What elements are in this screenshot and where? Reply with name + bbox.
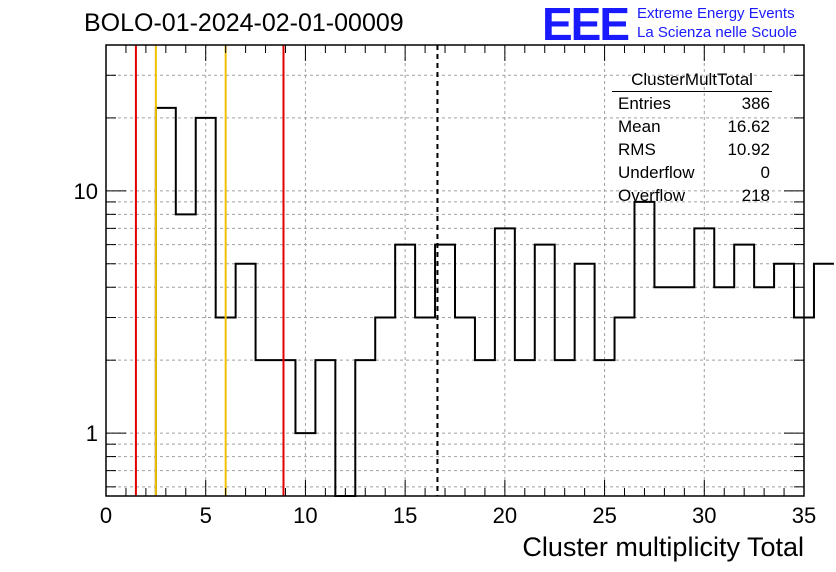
stats-label: Entries xyxy=(618,94,671,113)
logo-text-line2: La Scienza nelle Scuole xyxy=(637,24,798,41)
x-tick-label: 5 xyxy=(200,503,212,528)
stats-value: 386 xyxy=(741,94,770,113)
stats-row-mean: Mean 16.62 xyxy=(612,115,772,138)
stats-label: Underflow xyxy=(618,163,695,182)
stats-row-rms: RMS 10.92 xyxy=(612,138,772,161)
stats-value: 16.62 xyxy=(727,117,770,136)
plot-frame xyxy=(105,44,805,497)
stats-row-entries: Entries 386 xyxy=(612,92,772,115)
logo-text-line1: Extreme Energy Events xyxy=(637,5,795,22)
stats-label: Overflow xyxy=(618,186,686,205)
stats-box: ClusterMultTotal Entries 386 Mean 16.62 … xyxy=(612,70,772,207)
stats-value: 218 xyxy=(741,186,770,205)
x-tick-label: 30 xyxy=(692,503,716,528)
stats-row-overflow: Overflow 218 xyxy=(612,184,772,207)
stats-value: 10.92 xyxy=(727,140,770,159)
stats-title: ClusterMultTotal xyxy=(612,70,772,92)
x-tick-label: 20 xyxy=(493,503,517,528)
x-tick-label: 15 xyxy=(393,503,417,528)
chart-title: BOLO-01-2024-02-01-00009 xyxy=(84,9,404,37)
stats-label: Mean xyxy=(618,117,661,136)
x-tick-label: 0 xyxy=(100,503,112,528)
eee-logo: EEE xyxy=(542,0,630,50)
x-tick-label: 10 xyxy=(293,503,317,528)
stats-value: 0 xyxy=(760,163,770,182)
stats-label: RMS xyxy=(618,140,656,159)
x-tick-label: 25 xyxy=(592,503,616,528)
stats-row-underflow: Underflow 0 xyxy=(612,161,772,184)
x-axis-label: Cluster multiplicity Total xyxy=(522,532,804,562)
y-tick-label: 1 xyxy=(86,421,98,446)
histogram-line xyxy=(154,106,834,497)
y-tick-label: 10 xyxy=(74,179,98,204)
x-tick-label: 35 xyxy=(792,503,816,528)
